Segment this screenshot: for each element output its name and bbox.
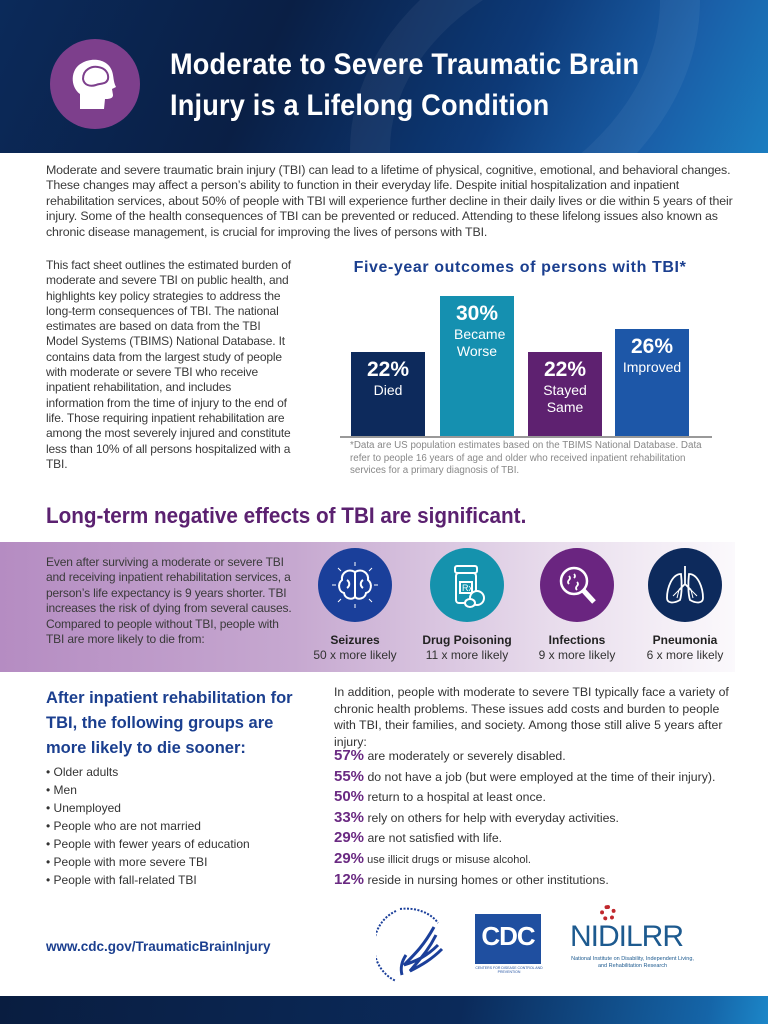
cdc-logo: CDC — [475, 914, 541, 964]
stat-text: rely on others for help with everyday ac… — [367, 810, 619, 825]
cause-likelihood: 9 x more likely — [538, 648, 616, 662]
group-item: • People with more severe TBI — [46, 855, 208, 869]
stat-text: reside in nursing homes or other institu… — [367, 872, 609, 887]
bar-category-label: Stayed Same — [543, 381, 587, 415]
cdc-logo-text: CDC — [481, 921, 535, 951]
stat-percent: 50% — [334, 788, 365, 806]
stat-text: are moderately or severely disabled. — [367, 749, 566, 763]
stat-text: are not satisfied with life. — [367, 831, 503, 846]
stats-list: 57% are moderately or severely disabled.… — [334, 746, 715, 890]
cause-name: Infections — [548, 633, 606, 647]
life-expectancy-text: Even after surviving a moderate or sever… — [46, 555, 292, 647]
brain-icon — [318, 548, 392, 622]
cause-likelihood: 6 x more likely — [646, 648, 724, 662]
group-label: People with fall-related TBI — [53, 873, 197, 887]
stat-percent: 29% — [334, 829, 365, 847]
bar-value-label: 22% — [366, 357, 410, 381]
stat-text: return to a hospital at least once. — [367, 790, 546, 805]
cause-likelihood: 11 x more likely — [425, 648, 509, 662]
group-label: People with more severe TBI — [53, 855, 208, 869]
long-term-heading: Long-term negative effects of TBI are si… — [46, 503, 527, 528]
bar-category-label: Improved — [622, 358, 682, 375]
pill-bottle-icon: Rx — [430, 548, 504, 622]
hhs-logo — [373, 905, 452, 987]
stat-item: 12% reside in nursing homes or other ins… — [334, 870, 715, 891]
stat-percent: 29% — [334, 849, 365, 867]
cause-drug-poisoning: Rx Drug Poisoning 11 x more likely — [412, 548, 522, 662]
stat-item: 55% do not have a job (but were employed… — [334, 767, 715, 788]
bar-category-label: Became Worse — [454, 326, 506, 359]
group-label: Unemployed — [53, 801, 121, 815]
stat-percent: 33% — [334, 808, 365, 826]
stat-percent: 55% — [334, 767, 365, 785]
lungs-icon — [648, 548, 722, 622]
magnifier-germs-icon — [540, 548, 614, 622]
stat-percent: 57% — [334, 747, 365, 764]
group-item: • People with fall-related TBI — [46, 873, 197, 887]
head-brain-icon — [50, 39, 140, 129]
chart-title: Five-year outcomes of persons with TBI* — [353, 259, 687, 276]
bar-improved: 26% Improved — [615, 328, 689, 437]
title-line-2: Injury is a Lifelong Condition — [170, 89, 550, 122]
stat-text: do not have a job (but were employed at … — [367, 769, 716, 784]
bar-category-label: Died — [373, 381, 403, 398]
cdc-logo-subtext: CENTERS FOR DISEASE CONTROL AND PREVENTI… — [475, 966, 543, 974]
bar-value-label: 22% — [543, 357, 587, 381]
stat-item: 57% are moderately or severely disabled. — [334, 746, 715, 767]
cause-name: Seizures — [330, 633, 380, 647]
website-link[interactable]: www.cdc.gov/TraumaticBrainInjury — [46, 939, 271, 954]
chart-baseline — [340, 436, 712, 438]
nidilrr-logo: NIDILRR — [570, 920, 684, 953]
cause-pneumonia: Pneumonia 6 x more likely — [630, 548, 740, 662]
bar-died: 22% Died — [351, 351, 425, 437]
svg-text:Rx: Rx — [462, 583, 473, 593]
group-item: • Unemployed — [46, 801, 121, 815]
group-label: Older adults — [53, 765, 119, 779]
bar-value-label: 30% — [455, 302, 499, 325]
group-item: • Men — [46, 783, 77, 797]
group-item: • People with fewer years of education — [46, 837, 250, 851]
stat-text: use illicit drugs or misuse alcohol. — [367, 853, 531, 866]
groups-list: • Older adults • Men • Unemployed • People … — [46, 763, 250, 889]
chronic-problems-text: In addition, people with moderate to sev… — [334, 685, 729, 749]
cause-likelihood: 50 x more likely — [313, 648, 397, 662]
stat-percent: 12% — [334, 870, 365, 888]
title-line-1: Moderate to Severe Traumatic Brain — [170, 48, 640, 81]
group-label: Men — [53, 783, 77, 797]
intro-paragraph: Moderate and severe traumatic brain inju… — [46, 163, 733, 239]
cause-name: Pneumonia — [652, 633, 718, 647]
bar-stayed-same: 22% Stayed Same — [528, 351, 602, 437]
group-item: • People who are not married — [46, 819, 201, 833]
group-label: People with fewer years of education — [53, 837, 250, 851]
fact-sheet-description: This fact sheet outlines the estimated b… — [46, 258, 291, 471]
outcomes-bar-chart: 22% Died 30% Became Worse 22% Stayed Same 26% I… — [340, 285, 712, 437]
group-item: • Older adults — [46, 765, 119, 779]
bar-value-label: 26% — [630, 334, 674, 358]
stat-item: 50% return to a hospital at least once. — [334, 787, 715, 808]
bar-became-worse: 30% Became Worse — [440, 296, 514, 437]
stat-item: 29% use illicit drugs or misuse alcohol. — [334, 849, 715, 870]
groups-heading: After inpatient rehabilitation for TBI, … — [46, 689, 293, 757]
group-label: People who are not married — [53, 819, 201, 833]
stat-item: 29% are not satisfied with life. — [334, 828, 715, 849]
cause-name: Drug Poisoning — [422, 633, 512, 647]
cause-seizures: Seizures 50 x more likely — [300, 548, 410, 662]
nidilrr-subtext: National Institute on Disability, Indepe… — [571, 956, 694, 969]
cause-infections: Infections 9 x more likely — [522, 548, 632, 662]
footer-bar — [0, 996, 768, 1024]
page-title: Moderate to Severe Traumatic Brain Injury… — [170, 44, 639, 126]
nidilrr-emblem — [600, 905, 616, 921]
chart-footnote: *Data are US population estimates based … — [350, 440, 702, 476]
stat-item: 33% rely on others for help with everyda… — [334, 808, 715, 829]
